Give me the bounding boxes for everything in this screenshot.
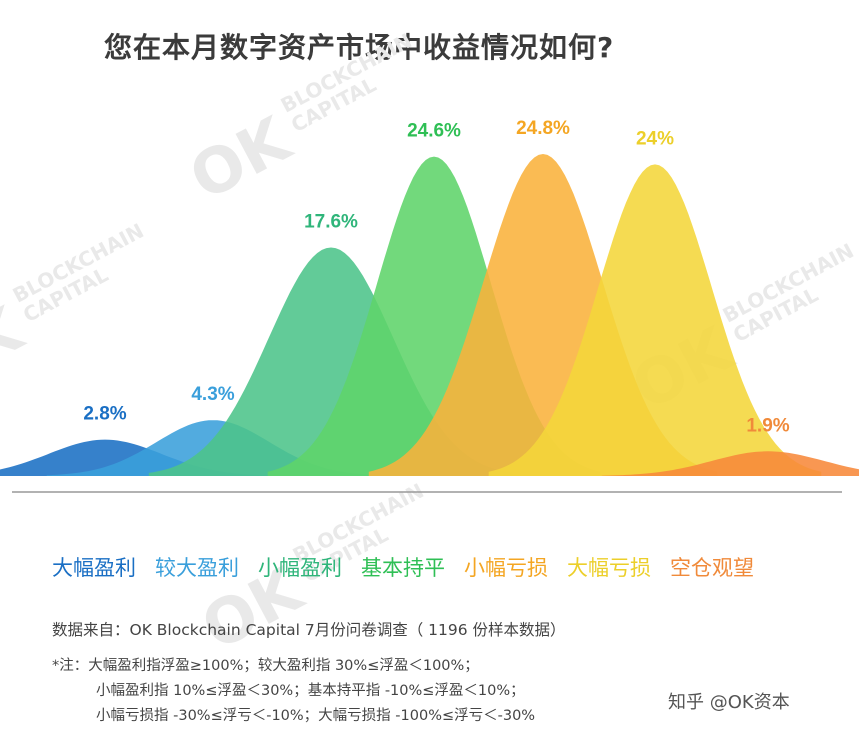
zhihu-watermark: 知乎 @OK资本 — [668, 692, 790, 713]
distribution-chart: 2.8% 4.3% 17.6% 24.6% 24.8% 24% 1.9% — [0, 118, 859, 493]
value-label-4: 24.8% — [516, 118, 570, 139]
value-label-2: 17.6% — [304, 211, 358, 232]
legend-item-5: 大幅亏损 — [567, 556, 651, 580]
legend-item-2: 小幅盈利 — [258, 556, 342, 580]
source-note: 数据来自：OK Blockchain Capital 7月份问卷调查（ 1196… — [52, 621, 566, 639]
curve-group — [0, 154, 859, 476]
curve-6 — [601, 451, 859, 476]
value-label-6: 1.9% — [746, 415, 789, 436]
value-label-3: 24.6% — [407, 121, 461, 142]
value-label-group: 2.8% 4.3% 17.6% 24.6% 24.8% 24% 1.9% — [83, 118, 789, 436]
note-line-2: 小幅盈利指 10%≤浮盈＜30%；基本持平指 -10%≤浮盈＜10%； — [96, 683, 525, 699]
value-label-5: 24% — [636, 128, 674, 149]
legend-item-6: 空仓观望 — [670, 556, 754, 580]
legend-item-0: 大幅盈利 — [52, 556, 136, 580]
note-line-3: 小幅亏损指 -30%≤浮亏＜-10%；大幅亏损指 -100%≤浮亏＜-30% — [96, 708, 536, 724]
note-line-1: *注：大幅盈利指浮盈≥100%；较大盈利指 30%≤浮盈＜100%； — [52, 658, 479, 674]
legend: 大幅盈利 较大盈利 小幅盈利 基本持平 小幅亏损 大幅亏损 空仓观望 — [52, 552, 773, 582]
value-label-1: 4.3% — [191, 384, 234, 405]
chart-title: 您在本月数字资产市场中收益情况如何? — [104, 31, 615, 64]
definition-note: *注：大幅盈利指浮盈≥100%；较大盈利指 30%≤浮盈＜100%； 小幅盈利指… — [52, 654, 535, 729]
value-label-0: 2.8% — [83, 404, 126, 425]
legend-item-1: 较大盈利 — [155, 556, 239, 580]
legend-item-4: 小幅亏损 — [464, 556, 548, 580]
legend-item-3: 基本持平 — [361, 556, 445, 580]
curve-5 — [488, 164, 822, 476]
